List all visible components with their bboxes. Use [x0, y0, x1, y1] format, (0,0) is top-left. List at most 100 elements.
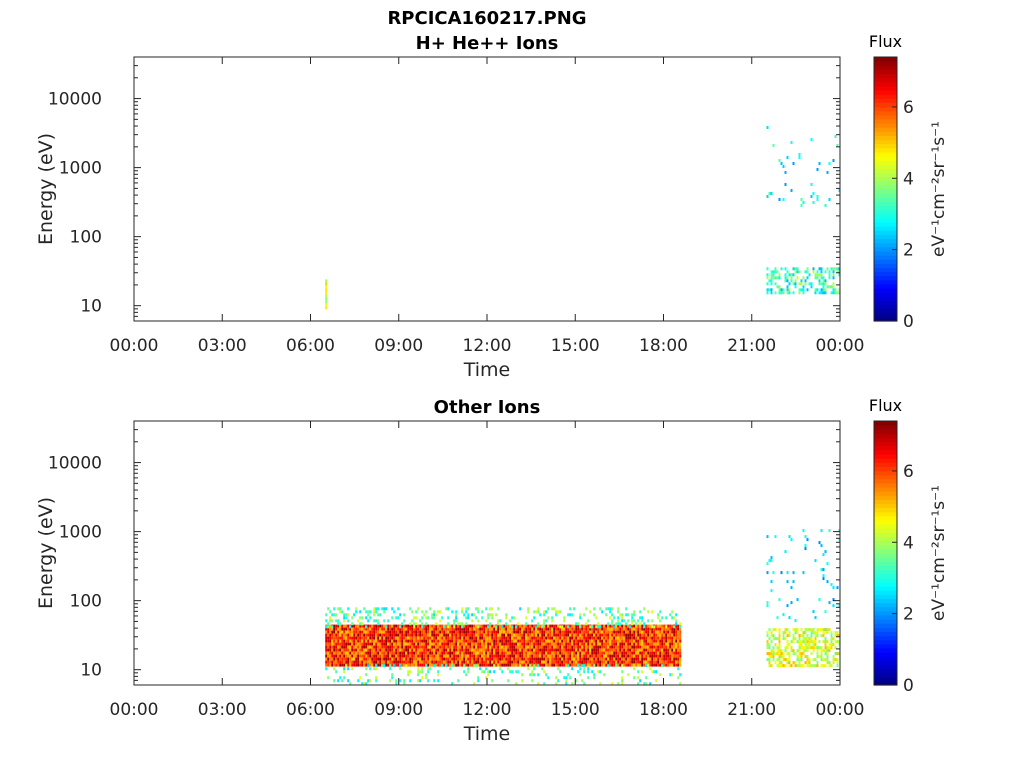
heatmap-cell [495, 645, 498, 649]
heatmap-cell [637, 660, 640, 664]
heatmap-cell [465, 642, 468, 646]
heatmap-cell [651, 660, 654, 664]
heatmap-cell [577, 664, 580, 668]
heatmap-cell [485, 607, 488, 611]
heatmap-cell [782, 634, 785, 638]
heatmap-cell [555, 682, 558, 686]
heatmap-cell [535, 654, 538, 658]
heatmap-cell [523, 663, 526, 667]
heatmap-cell [832, 285, 835, 289]
heatmap-cell [483, 642, 486, 646]
heatmap-cell [359, 657, 362, 661]
heatmap-cell [836, 586, 839, 590]
heatmap-cell [407, 645, 410, 649]
heatmap-cell [603, 657, 606, 661]
heatmap-cell [543, 624, 546, 628]
heatmap-cell [677, 642, 680, 646]
heatmap-cell [389, 654, 392, 658]
heatmap-cell [345, 642, 348, 646]
heatmap-cell [573, 663, 576, 667]
heatmap-cell [665, 633, 668, 637]
heatmap-cell [657, 639, 660, 643]
heatmap-cell [665, 627, 668, 631]
heatmap-cell [491, 624, 494, 628]
heatmap-cell [661, 636, 664, 640]
heatmap-cell [421, 654, 424, 658]
heatmap-cell [555, 645, 558, 649]
heatmap-cell [812, 631, 815, 635]
heatmap-cell [333, 651, 336, 655]
heatmap-cell [567, 673, 570, 677]
heatmap-cell [782, 658, 785, 662]
heatmap-cell [631, 622, 634, 626]
heatmap-cell [363, 682, 366, 686]
heatmap-cell [431, 613, 434, 617]
heatmap-cell [647, 660, 650, 664]
heatmap-cell [673, 639, 676, 643]
heatmap-cell [469, 624, 472, 628]
heatmap-cell [591, 627, 594, 631]
heatmap-cell [435, 624, 438, 628]
heatmap-cell [826, 285, 829, 289]
heatmap-cell [337, 627, 340, 631]
heatmap-cell [473, 642, 476, 646]
heatmap-cell [549, 654, 552, 658]
heatmap-cell [397, 624, 400, 628]
heatmap-cell [625, 630, 628, 634]
heatmap-cell [565, 679, 568, 683]
heatmap-cell [513, 639, 516, 643]
heatmap-cell [421, 636, 424, 640]
heatmap-cell [423, 648, 426, 652]
heatmap-cell [675, 627, 678, 631]
heatmap-cell [361, 654, 364, 658]
heatmap-cell [429, 651, 432, 655]
heatmap-cell [661, 645, 664, 649]
heatmap-cell [349, 660, 352, 664]
heatmap-cell [653, 663, 656, 667]
heatmap-cell [573, 607, 576, 611]
heatmap-cell [806, 267, 809, 271]
heatmap-cell [505, 622, 508, 626]
heatmap-cell [637, 676, 640, 680]
heatmap-cell [605, 613, 608, 617]
heatmap-cell [567, 642, 570, 646]
heatmap-cell [653, 630, 656, 634]
heatmap-cell [665, 657, 668, 661]
heatmap-cell [505, 613, 508, 617]
heatmap-cell [599, 639, 602, 643]
heatmap-cells [325, 126, 841, 310]
heatmap-cell [826, 646, 829, 650]
heatmap-cell [541, 663, 544, 667]
heatmap-cell [399, 654, 402, 658]
heatmap-cell [553, 639, 556, 643]
heatmap-cell [788, 616, 791, 620]
heatmap-cell [423, 654, 426, 658]
heatmap-cell [621, 651, 624, 655]
heatmap-cell [792, 649, 795, 653]
heatmap-cell [533, 616, 536, 620]
heatmap-cell [435, 657, 438, 661]
heatmap-cell [559, 633, 562, 637]
heatmap-cell [575, 679, 578, 683]
heatmap-cell [814, 664, 817, 668]
heatmap-cell [499, 645, 502, 649]
heatmap-cell [677, 639, 680, 643]
heatmap-cell [822, 279, 825, 283]
heatmap-cell [523, 660, 526, 664]
heatmap-cell [415, 645, 418, 649]
heatmap-cell [339, 645, 342, 649]
heatmap-cell [457, 654, 460, 658]
heatmap-cell [365, 639, 368, 643]
heatmap-cell [834, 652, 837, 656]
heatmap-cell [427, 660, 430, 664]
heatmap-cell [361, 622, 364, 626]
heatmap-cell [499, 657, 502, 661]
heatmap-cell [391, 639, 394, 643]
heatmap-cell [413, 648, 416, 652]
heatmap-cell [613, 660, 616, 664]
heatmap-cell [523, 648, 526, 652]
heatmap-cell [523, 642, 526, 646]
heatmap-cell [585, 657, 588, 661]
heatmap-cell [497, 627, 500, 631]
heatmap-cell [397, 607, 400, 611]
